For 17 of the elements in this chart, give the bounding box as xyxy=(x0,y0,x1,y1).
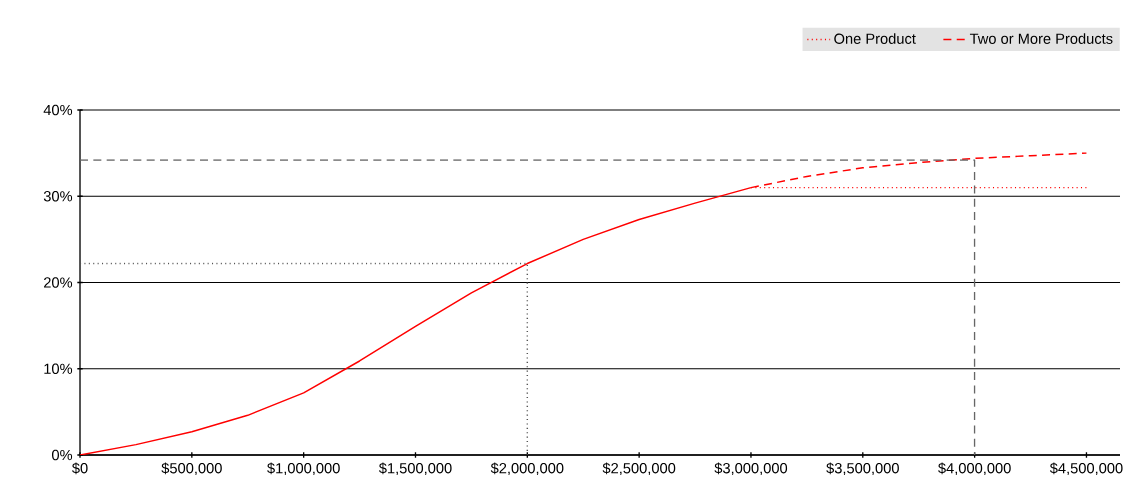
x-tick-label: $1,500,000 xyxy=(378,462,452,476)
y-tick-label: 20% xyxy=(44,277,73,288)
x-tick-label: $3,500,000 xyxy=(826,462,899,476)
legend-label: Two or More Products xyxy=(969,33,1113,44)
x-tick-label: $1,000,000 xyxy=(267,462,340,476)
x-tick-label: $2,000,000 xyxy=(490,462,564,476)
x-tick-label: $500,000 xyxy=(161,462,222,476)
x-tick-label: $3,000,000 xyxy=(714,462,788,476)
x-tick-label: $0 xyxy=(72,462,88,475)
y-tick-label: 10% xyxy=(44,363,73,374)
y-tick-label: 0% xyxy=(52,449,73,461)
legend-label: One Product xyxy=(834,33,916,44)
x-tick-label: $2,500,000 xyxy=(602,462,676,476)
x-tick-label: $4,500,000 xyxy=(1049,462,1123,476)
x-tick-label: $4,000,000 xyxy=(938,462,1011,476)
y-tick-label: 30% xyxy=(43,191,73,202)
y-tick-label: 40% xyxy=(43,104,73,116)
